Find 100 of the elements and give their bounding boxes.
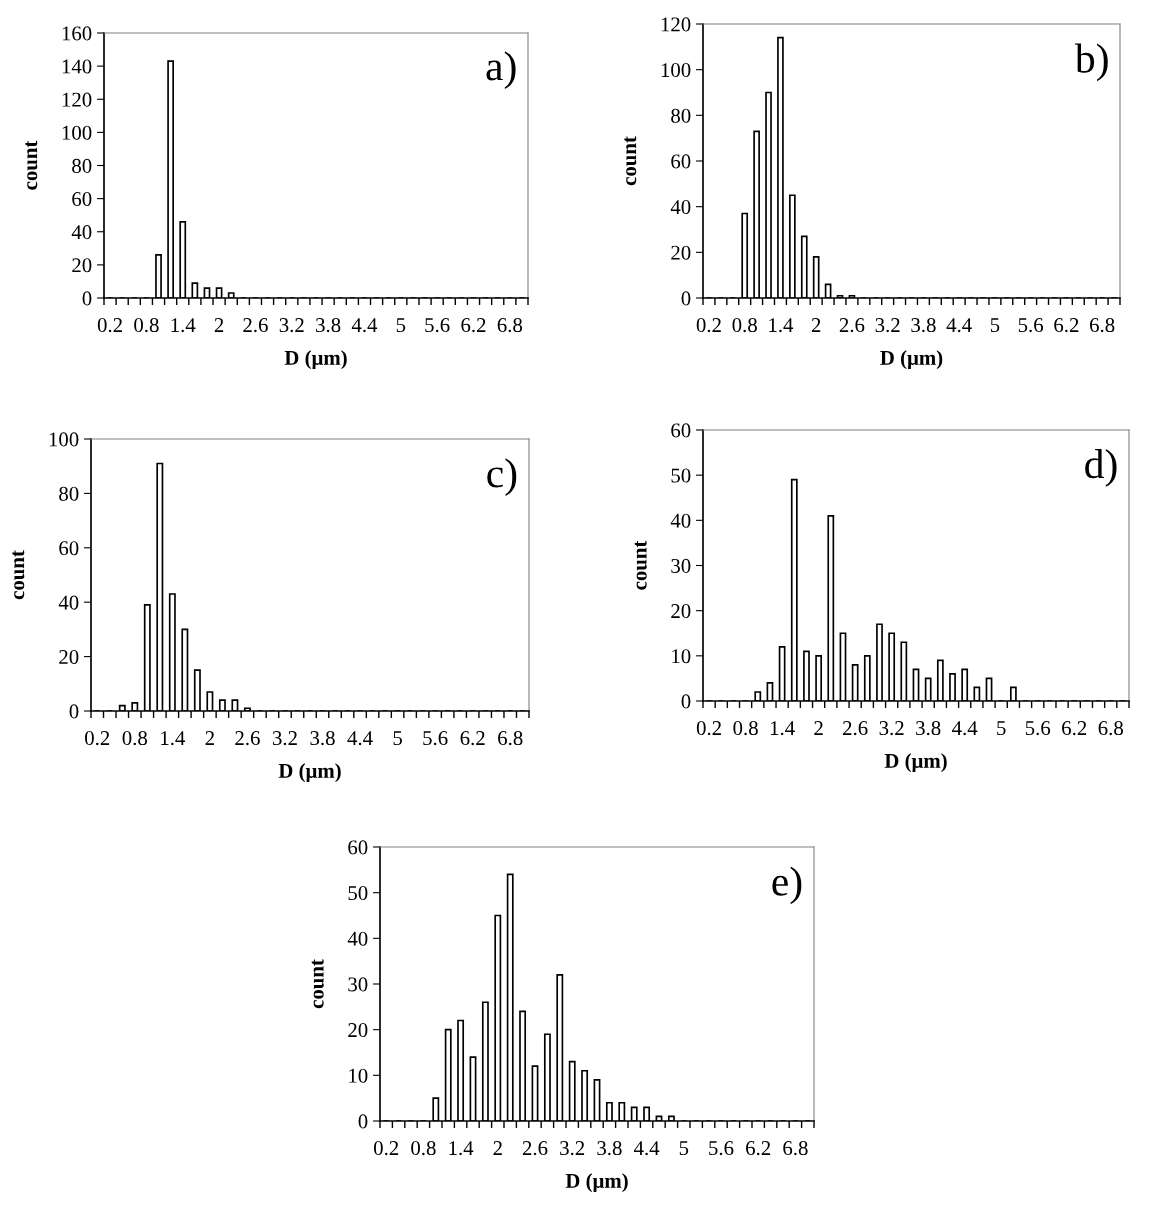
y-axis-title: count [12,550,25,600]
x-tick-label: 1.4 [161,731,186,746]
y-tick-label: 40 [670,513,691,528]
x-tick-label: 0.2 [85,731,110,746]
x-tick-label: 6.2 [460,731,485,746]
y-axis-title: count [624,136,637,186]
y-tick-label: 0 [681,694,691,709]
x-tick-label: 5 [997,721,1006,736]
y-tick-label: 10 [349,1068,368,1083]
x-tick-label: 6.8 [1098,721,1123,736]
y-tick-label: 120 [661,17,691,32]
y-tick-label: 40 [670,200,691,215]
y-tick-label: 30 [348,977,368,992]
y-tick-label: 40 [71,225,92,240]
y-tick-label: 60 [59,541,79,556]
y-tick-label: 60 [671,423,691,438]
x-tick-label: 2.6 [843,721,868,736]
y-tick-label: 20 [671,604,691,619]
x-tick-label: 0.2 [696,721,721,736]
x-tick-label: 5.6 [423,731,448,746]
x-tick-label: 2 [205,731,214,745]
y-tick-label: 60 [72,192,92,207]
x-tick-label: 4.4 [633,1141,660,1156]
y-tick-label: 40 [58,595,79,610]
annotation: e) [772,866,802,905]
x-tick-label: 3.8 [597,1141,622,1156]
x-tick-label: 3.2 [879,721,904,736]
x-tick-label: 6.8 [783,1141,808,1156]
x-tick-label: 6.2 [461,318,486,333]
y-tick-label: 160 [62,26,92,41]
x-tick-label: 0.2 [373,1141,399,1156]
annotation: d) [1085,449,1117,487]
y-tick-label: 40 [347,931,368,946]
x-tick-label: 5 [396,318,406,333]
y-tick-label: 0 [681,291,691,306]
x-tick-label: 6.2 [746,1141,771,1156]
x-tick-label: 5.6 [709,1141,734,1156]
x-tick-label: 1.4 [449,1141,474,1156]
x-tick-label: 1.4 [769,318,794,333]
x-tick-label: 2 [814,721,823,735]
y-axis-title: count [634,540,647,590]
x-tick-label: 3.8 [316,318,341,333]
annotation: b) [1074,43,1108,82]
y-tick-label: 50 [348,886,368,901]
x-tick-label: 3.8 [310,731,335,746]
x-tick-label: 0.8 [732,318,757,333]
x-tick-label: 0.2 [97,318,122,333]
x-tick-label: 4.4 [351,318,378,333]
x-tick-label: 5.6 [1018,318,1044,333]
x-tick-label: 1.4 [171,318,196,333]
y-tick-label: 100 [62,125,92,140]
annotation: a) [486,51,516,89]
x-tick-label: 0.2 [696,318,721,333]
x-tick-label: 4.4 [946,318,972,333]
x-tick-label: 5.6 [1025,721,1051,736]
x-tick-label: 6.8 [498,731,523,746]
y-tick-label: 20 [59,649,79,665]
y-tick-label: 100 [49,432,79,447]
x-tick-label: 2.6 [243,318,268,333]
y-tick-label: 20 [348,1023,368,1038]
x-tick-label: 5.6 [425,318,450,333]
y-tick-label: 50 [671,468,691,483]
x-tick-label: 0.8 [411,1141,436,1156]
y-tick-label: 60 [348,840,368,855]
y-tick-label: 0 [69,704,79,719]
x-axis-title: D (μm) [884,753,947,773]
x-tick-label: 3.2 [560,1141,585,1156]
x-tick-label: 2.6 [235,731,260,746]
y-tick-label: 10 [672,649,691,664]
x-tick-label: 2 [493,1141,502,1155]
x-axis-title: D (μm) [284,350,347,370]
x-tick-label: 3.8 [911,318,936,333]
x-tick-label: 3.2 [875,318,900,333]
y-tick-label: 20 [671,245,691,260]
x-tick-label: 5 [990,318,1000,333]
x-tick-label: 2.6 [522,1141,548,1156]
x-tick-label: 6.8 [497,318,523,333]
x-tick-label: 5 [393,731,402,746]
x-axis-title: D (μm) [278,763,341,783]
y-tick-label: 30 [671,558,691,573]
x-tick-label: 3.8 [916,721,941,736]
y-tick-label: 80 [59,486,79,501]
x-tick-label: 0.8 [733,721,758,736]
y-tick-label: 0 [82,291,92,306]
x-axis-title: D (μm) [880,350,943,370]
y-tick-label: 20 [72,258,92,273]
x-axis-title: D (μm) [565,1173,628,1193]
x-tick-label: 0.8 [134,318,159,333]
y-tick-label: 60 [671,154,691,169]
x-tick-label: 4.4 [952,721,978,736]
y-tick-label: 140 [62,59,92,74]
y-axis-title: count [25,140,38,190]
y-tick-label: 120 [62,92,92,107]
x-tick-label: 0.8 [122,731,148,746]
y-tick-label: 80 [72,158,92,173]
y-tick-label: 80 [671,108,691,123]
x-tick-label: 2.6 [839,318,865,333]
annotation: c) [487,458,517,496]
x-tick-label: 4.4 [347,731,373,746]
x-tick-label: 2 [214,318,224,332]
